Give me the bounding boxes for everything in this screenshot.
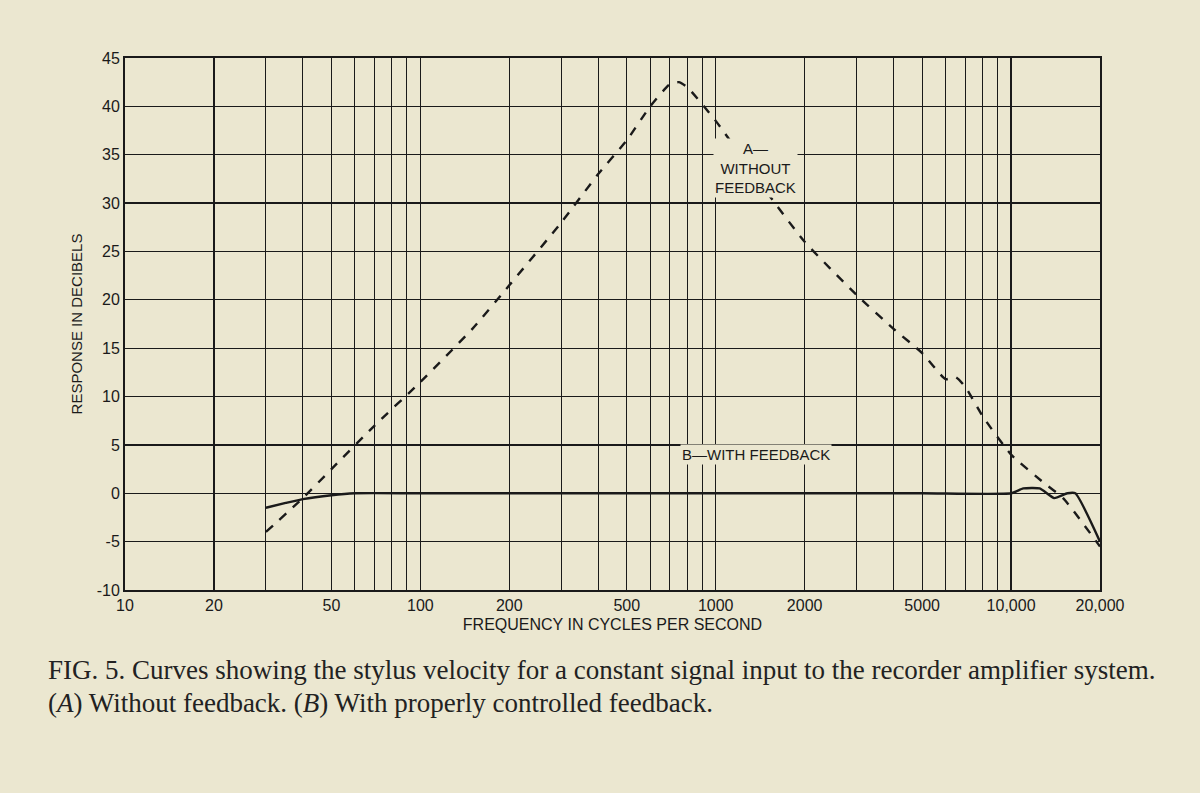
svg-text:50: 50 [323,597,341,614]
html-text:FIG. 5. Curves showing the sty: FIG. 5. Curves showing the stylus veloci… [48,655,1156,685]
svg-text:-10: -10 [97,582,120,599]
svg-text:100: 100 [407,597,434,614]
svg-text:1000: 1000 [698,597,734,614]
svg-text:A—WITHOUTFEEDBACK: A—WITHOUTFEEDBACK [715,140,796,196]
svg-text:-5: -5 [106,533,120,550]
svg-text:10: 10 [102,388,120,405]
svg-text:10,000: 10,000 [987,597,1036,614]
svg-text:20: 20 [102,291,120,308]
svg-text:20,000: 20,000 [1076,597,1125,614]
html-text:(A) Without feedback. (B) With: (A) Without feedback. (B) With properly … [48,687,713,718]
svg-text:5000: 5000 [904,597,940,614]
svg-text:20: 20 [205,597,223,614]
svg-text:25: 25 [102,243,120,260]
svg-text:2000: 2000 [787,597,823,614]
svg-text:10: 10 [116,597,134,614]
svg-text:30: 30 [102,195,120,212]
svg-text:35: 35 [102,146,120,163]
svg-text:500: 500 [613,597,640,614]
svg-text:5: 5 [111,437,120,454]
svg-text:15: 15 [102,340,120,357]
svg-text:45: 45 [102,50,120,67]
svg-text:B—WITH FEEDBACK: B—WITH FEEDBACK [682,446,830,463]
svg-text:40: 40 [102,98,120,115]
svg-text:0: 0 [111,485,120,502]
svg-text:FREQUENCY IN CYCLES PER SECOND: FREQUENCY IN CYCLES PER SECOND [463,616,762,633]
svg-text:RESPONSE IN DECIBELS: RESPONSE IN DECIBELS [68,234,85,415]
svg-text:200: 200 [496,597,523,614]
